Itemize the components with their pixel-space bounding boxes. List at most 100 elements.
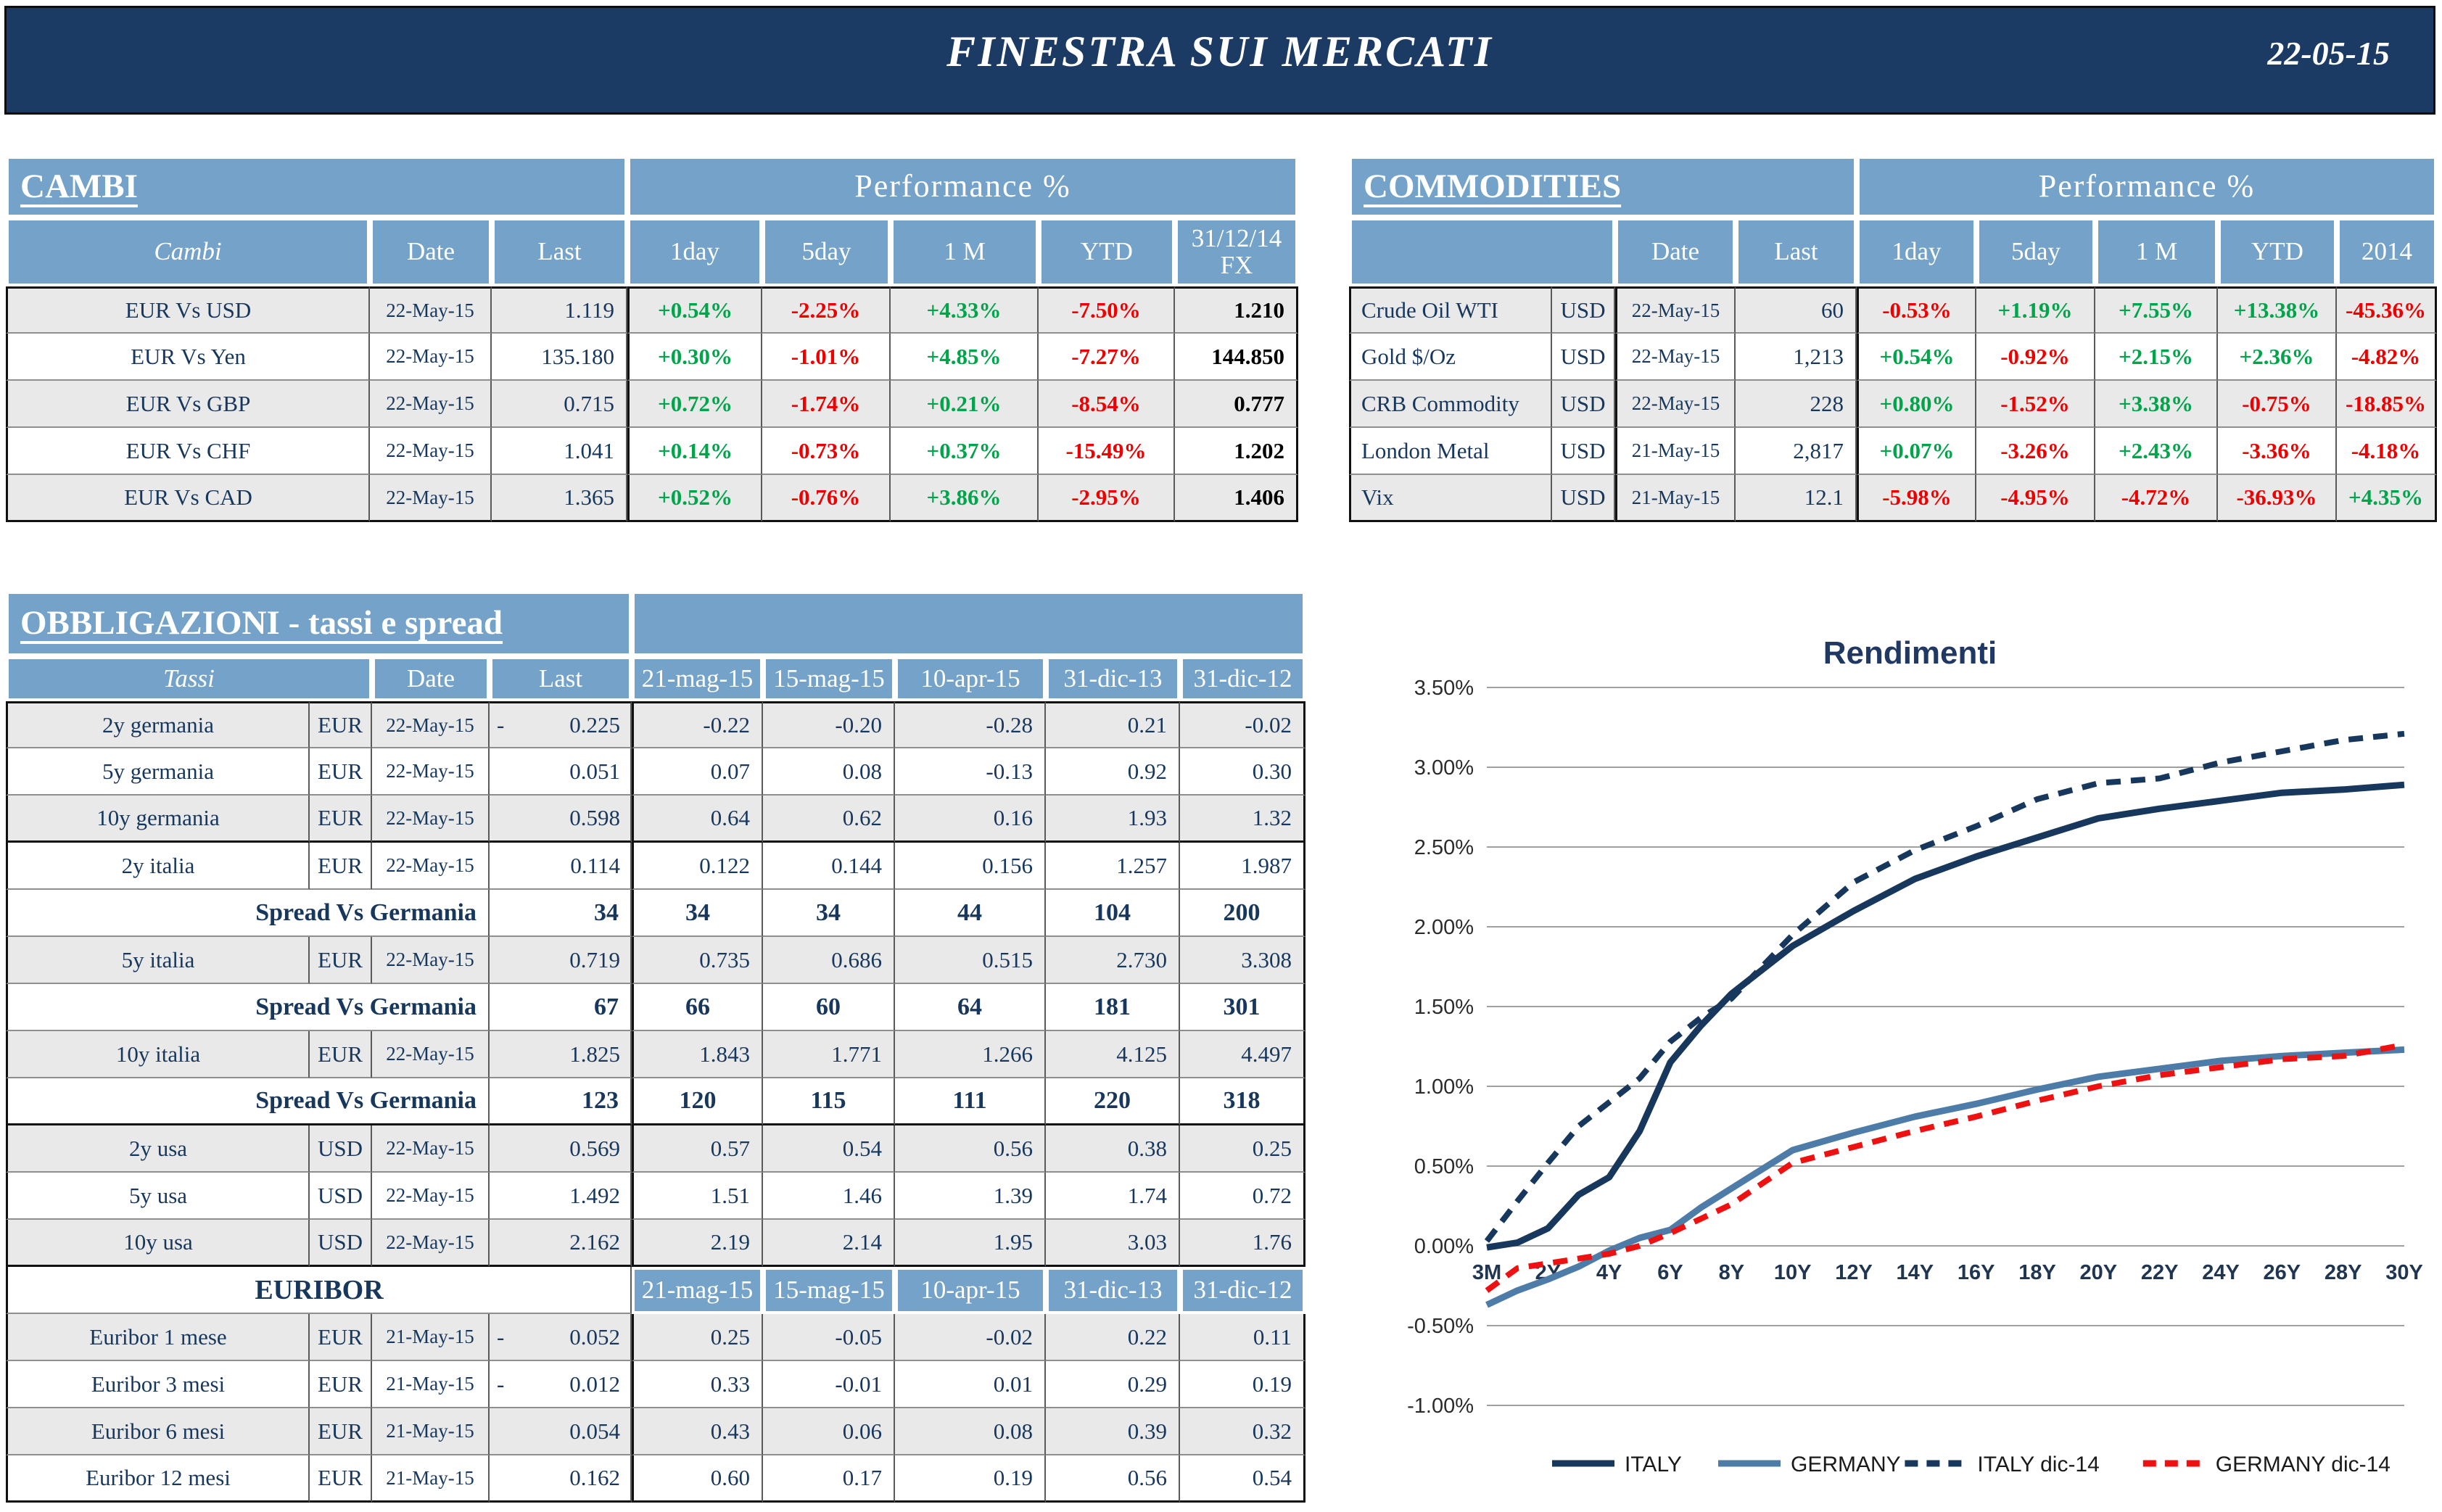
- y-tick-label: 0.50%: [1414, 1155, 1474, 1178]
- rate-val-1: -0.01: [763, 1361, 895, 1408]
- rate-name: 2y italia: [6, 843, 310, 890]
- rate-date: 21-May-15: [372, 1455, 490, 1503]
- rate-last-sign: -: [497, 1371, 505, 1397]
- rate-name: 2y germania: [6, 701, 310, 748]
- rate-val-2: 0.19: [895, 1455, 1046, 1503]
- commodity-currency: USD: [1552, 286, 1615, 334]
- x-tick-label: 14Y: [1897, 1261, 1934, 1284]
- commodity-perf-0: -0.53%: [1857, 286, 1976, 334]
- series-germany-dic-14: [1485, 1041, 2405, 1293]
- rate-name: 10y germania: [6, 796, 310, 843]
- commodity-last: 1,213: [1736, 334, 1857, 381]
- pair-date: 22-May-15: [370, 428, 492, 475]
- rate-last: 0.598: [490, 796, 632, 843]
- pair-perf-2: +0.21%: [891, 381, 1039, 428]
- pair-perf-1: -2.25%: [762, 286, 891, 334]
- rate-last-value: 0.162: [569, 1465, 620, 1490]
- rate-currency: EUR: [310, 1361, 372, 1408]
- commodities-col-header-6: 2014: [2337, 218, 2437, 286]
- pair-perf-1: -0.76%: [762, 475, 891, 522]
- cambi-col-header-2: Last: [492, 218, 627, 286]
- commodities-performance-header: Performance %: [1857, 156, 2437, 218]
- rate-val-0: 0.57: [632, 1125, 763, 1173]
- cambi-performance-header: Performance %: [627, 156, 1298, 218]
- rate-last: 0.569: [490, 1125, 632, 1173]
- rate-currency: EUR: [310, 701, 372, 748]
- x-tick-label: 28Y: [2325, 1261, 2362, 1284]
- rate-val-2: 1.39: [895, 1173, 1046, 1220]
- y-tick-label: 1.00%: [1414, 1075, 1474, 1099]
- rate-last-value: 0.569: [569, 1135, 620, 1161]
- pair-name: EUR Vs CHF: [6, 428, 370, 475]
- rate-val-0: 0.735: [632, 937, 763, 984]
- rate-last: - 0.225: [490, 701, 632, 748]
- rate-val-2: 1.95: [895, 1220, 1046, 1267]
- legend-label: GERMANY: [1791, 1453, 1901, 1476]
- commodity-date: 21-May-15: [1615, 428, 1736, 475]
- rate-val-3: 3.03: [1046, 1220, 1180, 1267]
- commodities-title: COMMODITIES: [1349, 156, 1857, 218]
- rate-name: Euribor 12 mesi: [6, 1455, 310, 1503]
- y-tick-label: 2.50%: [1414, 836, 1474, 859]
- rate-last-sign: -: [497, 712, 505, 738]
- rate-val-0: -0.22: [632, 701, 763, 748]
- pair-name: EUR Vs Yen: [6, 334, 370, 381]
- spread-val-2: 111: [895, 1078, 1046, 1125]
- rate-val-4: 0.72: [1180, 1173, 1305, 1220]
- spread-val-3: 181: [1046, 984, 1180, 1031]
- spread-val-0: 120: [632, 1078, 763, 1125]
- commodity-perf-0: +0.07%: [1857, 428, 1976, 475]
- spread-label: Spread Vs Germania: [6, 1078, 490, 1125]
- pair-perf-1: -1.01%: [762, 334, 891, 381]
- tassi-col-header-5: 10-apr-15: [895, 656, 1046, 701]
- pair-fx-31-12-14: 1.202: [1175, 428, 1298, 475]
- rate-val-2: 0.16: [895, 796, 1046, 843]
- rate-date: 22-May-15: [372, 1125, 490, 1173]
- rate-last: 1.492: [490, 1173, 632, 1220]
- pair-perf-0: +0.30%: [627, 334, 762, 381]
- pair-last: 1.365: [492, 475, 627, 522]
- commodity-currency: USD: [1552, 428, 1615, 475]
- commodity-perf-4: -18.85%: [2337, 381, 2437, 428]
- pair-perf-3: -8.54%: [1039, 381, 1175, 428]
- rate-val-3: 4.125: [1046, 1031, 1180, 1078]
- pair-perf-0: +0.54%: [627, 286, 762, 334]
- rate-date: 22-May-15: [372, 843, 490, 890]
- tassi-col-header-0: Tassi: [6, 656, 372, 701]
- commodity-perf-1: +1.19%: [1976, 286, 2095, 334]
- commodity-perf-2: +3.38%: [2095, 381, 2218, 428]
- rate-val-0: 2.19: [632, 1220, 763, 1267]
- commodity-perf-1: -1.52%: [1976, 381, 2095, 428]
- spread-val-3: 220: [1046, 1078, 1180, 1125]
- rate-val-4: 0.11: [1180, 1314, 1305, 1361]
- rate-last: - 0.052: [490, 1314, 632, 1361]
- pair-fx-31-12-14: 1.406: [1175, 475, 1298, 522]
- cambi-title-text: CAMBI: [20, 167, 138, 205]
- pair-perf-1: -0.73%: [762, 428, 891, 475]
- rendimenti-chart: Rendimenti 3.50% 3.00% 2.50% 2.00% 1.50% 1.00…: [1378, 622, 2442, 1512]
- rate-val-3: 0.56: [1046, 1455, 1180, 1503]
- rate-val-2: 0.08: [895, 1408, 1046, 1455]
- rate-val-1: -0.05: [763, 1314, 895, 1361]
- y-tick-label: -1.00%: [1407, 1395, 1474, 1418]
- cambi-col-header-6: YTD: [1039, 218, 1175, 286]
- rate-date: 22-May-15: [372, 1173, 490, 1220]
- y-tick-label: -0.50%: [1407, 1315, 1474, 1338]
- commodity-last: 228: [1736, 381, 1857, 428]
- obbligazioni-header-blank: [632, 591, 1305, 656]
- commodity-currency: USD: [1552, 475, 1615, 522]
- rate-val-3: 0.21: [1046, 701, 1180, 748]
- report-date: 22-05-15: [2267, 35, 2390, 72]
- spread-val-1: 34: [763, 890, 895, 937]
- rate-date: 22-May-15: [372, 937, 490, 984]
- commodity-perf-3: +13.38%: [2218, 286, 2337, 334]
- pair-date: 22-May-15: [370, 381, 492, 428]
- commodities-col-header-5: YTD: [2218, 218, 2337, 286]
- rate-val-0: 0.43: [632, 1408, 763, 1455]
- rate-val-4: 1.32: [1180, 796, 1305, 843]
- rate-currency: USD: [310, 1173, 372, 1220]
- obbligazioni-table: OBBLIGAZIONI - tassi e spread Tassi Date La…: [6, 591, 1305, 1503]
- pair-name: EUR Vs CAD: [6, 475, 370, 522]
- rate-val-1: 0.54: [763, 1125, 895, 1173]
- rate-last-value: 0.598: [569, 805, 620, 830]
